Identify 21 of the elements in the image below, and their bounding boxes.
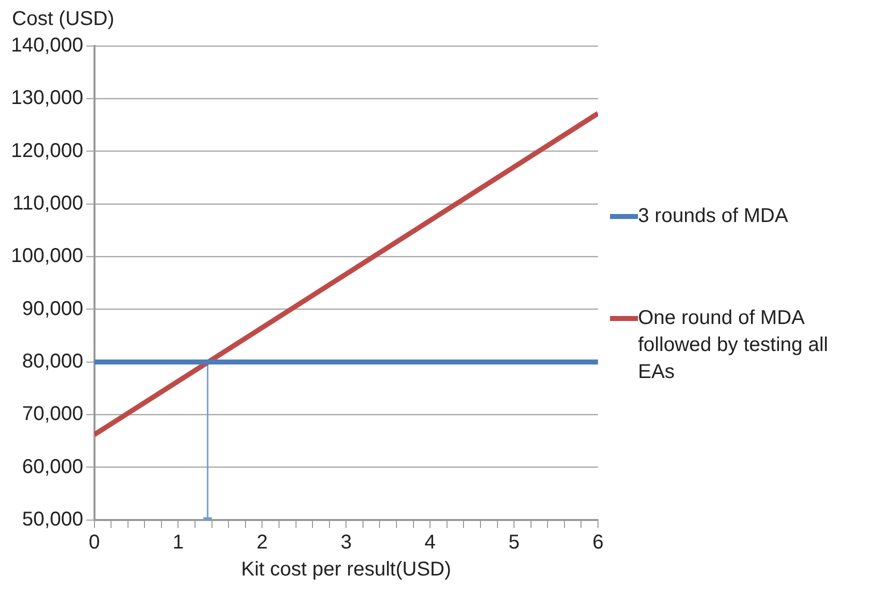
y-tick-label: 140,000 bbox=[11, 34, 84, 57]
x-tick-label: 2 bbox=[256, 532, 268, 554]
x-tick-label: 6 bbox=[592, 532, 604, 554]
y-tick-label: 80,000 bbox=[22, 350, 84, 373]
y-tick-label: 90,000 bbox=[22, 298, 84, 320]
x-axis-title: Kit cost per result(USD) bbox=[241, 558, 452, 581]
y-tick-label: 70,000 bbox=[22, 403, 84, 426]
legend-label: 3 rounds of MDA bbox=[638, 204, 788, 229]
y-tick-label: 50,000 bbox=[22, 508, 84, 531]
x-tick-label: 4 bbox=[424, 532, 436, 554]
y-tick-label: 130,000 bbox=[11, 87, 84, 110]
y-tick-label: 110,000 bbox=[12, 192, 84, 215]
x-tick-label: 5 bbox=[508, 532, 520, 554]
x-tick-label: 1 bbox=[172, 532, 184, 554]
y-tick-label: 120,000 bbox=[11, 140, 84, 162]
y-axis-title: Cost (USD) bbox=[12, 8, 114, 31]
x-tick-label: 3 bbox=[340, 532, 352, 554]
y-tick-label: 60,000 bbox=[22, 456, 84, 478]
y-tick-label: 100,000 bbox=[11, 245, 84, 268]
x-tick-label: 0 bbox=[88, 532, 100, 554]
legend-label: One round of MDA followed by testing all EAs bbox=[638, 306, 830, 385]
